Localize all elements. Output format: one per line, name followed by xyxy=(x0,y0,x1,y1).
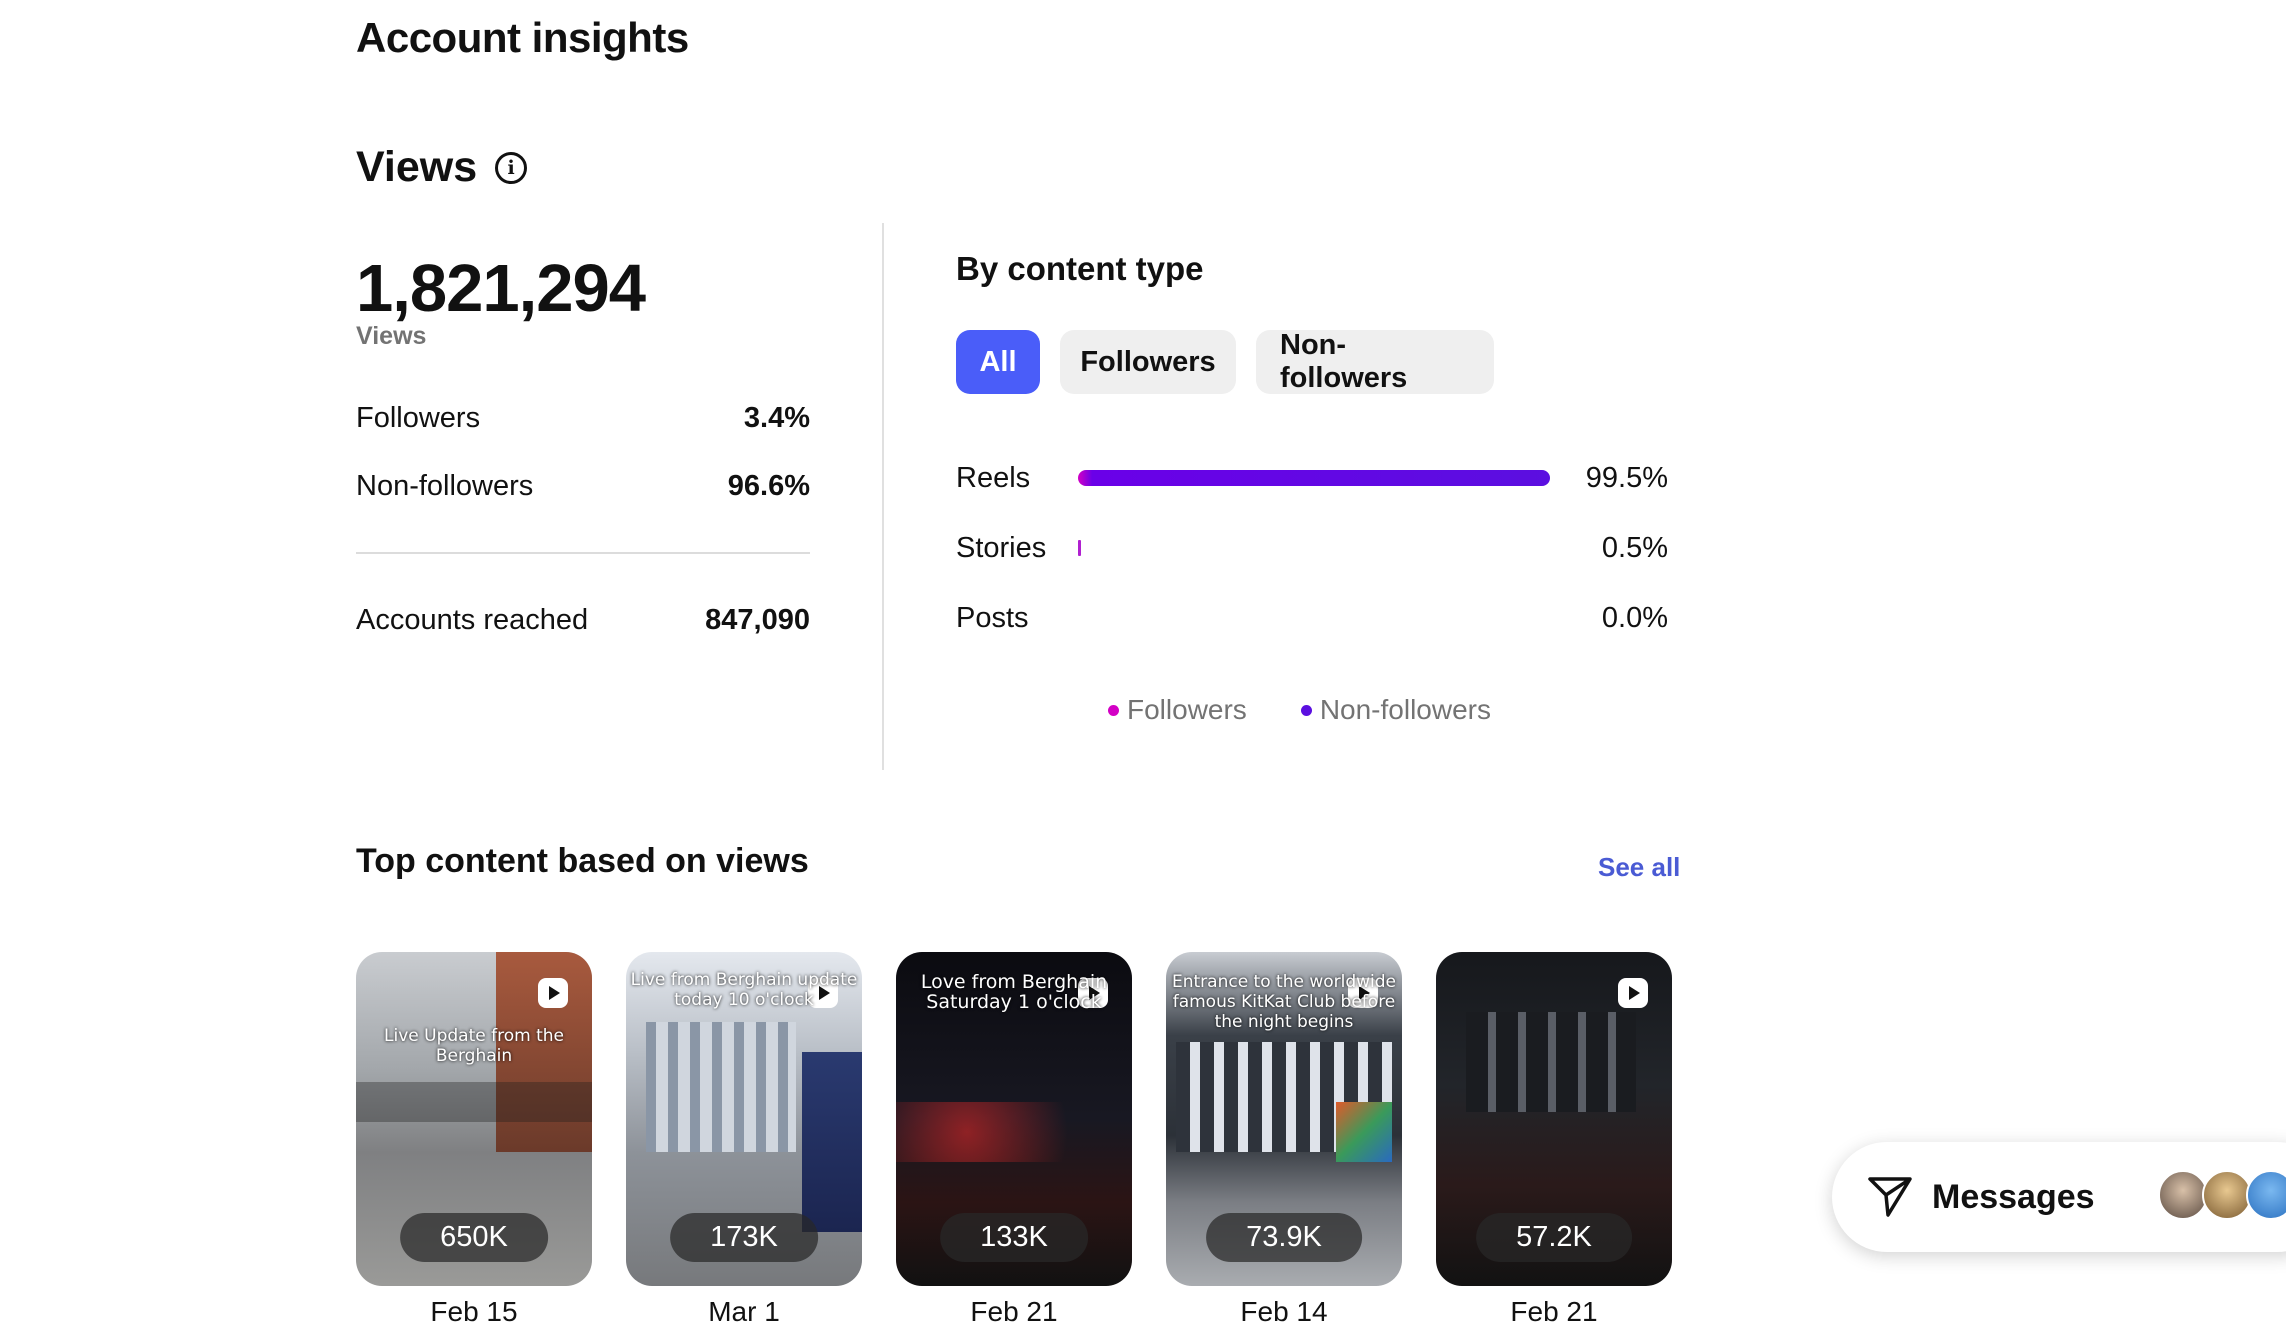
card-date: Mar 1 xyxy=(708,1296,780,1327)
top-content-card[interactable]: 57.2K xyxy=(1436,952,1672,1286)
views-badge: 133K xyxy=(940,1213,1088,1262)
views-badge: 73.9K xyxy=(1206,1213,1362,1262)
accounts-reached-label: Accounts reached xyxy=(356,604,589,636)
content-type-bar-track xyxy=(1078,540,1552,556)
column-divider xyxy=(882,223,884,770)
nonfollowers-stat-row: Non-followers 96.6% xyxy=(356,470,810,503)
content-type-row-posts: Posts 0.0% xyxy=(956,598,1668,638)
views-badge: 173K xyxy=(670,1213,818,1262)
content-type-bar-track xyxy=(1078,610,1552,626)
content-type-row-reels: Reels 99.5% xyxy=(956,458,1668,498)
thumbnail-caption: Live from Berghain update today 10 o'clo… xyxy=(630,970,858,1010)
reel-icon xyxy=(1078,978,1108,1008)
content-type-bar-stories xyxy=(1078,540,1081,556)
reel-icon xyxy=(538,978,568,1008)
tab-non-followers[interactable]: Non-followers xyxy=(1256,329,1494,394)
content-type-legend: Followers Non-followers xyxy=(1108,694,1491,726)
content-type-pct: 99.5% xyxy=(1585,461,1668,494)
avatar xyxy=(2202,1170,2252,1220)
top-content-card[interactable]: Love from Berghain Saturday 1 o'clock 13… xyxy=(896,952,1132,1286)
views-title-text: Views xyxy=(356,143,478,191)
legend-dot-icon xyxy=(1108,704,1119,716)
card-date: Feb 21 xyxy=(1510,1296,1598,1327)
thumbnail-caption: Live Update from the Berghain xyxy=(384,1026,564,1066)
card-date: Feb 21 xyxy=(970,1296,1058,1327)
content-type-bar-track xyxy=(1078,470,1552,486)
thumbnail-caption: Love from Berghain Saturday 1 o'clock xyxy=(920,971,1108,1013)
content-type-bar-reels xyxy=(1078,470,1550,486)
total-views-label: Views xyxy=(356,322,427,350)
views-section-title: Views i xyxy=(356,143,528,192)
content-type-label: Posts xyxy=(956,601,1029,634)
content-type-label: Reels xyxy=(956,461,1031,494)
card-date: Feb 15 xyxy=(430,1296,518,1327)
views-badge: 57.2K xyxy=(1476,1213,1632,1262)
reel-icon xyxy=(808,978,838,1008)
thumbnail-fence xyxy=(802,1052,862,1232)
content-type-pct: 0.5% xyxy=(1601,531,1668,564)
stats-divider xyxy=(356,552,810,554)
thumbnail-caption: Entrance to the worldwide famous KitKat … xyxy=(1171,972,1397,1032)
accounts-reached-value: 847,090 xyxy=(705,604,810,636)
card-date: Feb 14 xyxy=(1240,1296,1328,1327)
total-views-value: 1,821,294 xyxy=(356,251,646,326)
messages-label: Messages xyxy=(1932,1177,2095,1216)
legend-followers: Followers xyxy=(1108,694,1247,726)
top-content-title: Top content based on views xyxy=(356,842,809,880)
nonfollowers-stat-value: 96.6% xyxy=(727,470,810,502)
legend-dot-icon xyxy=(1300,704,1312,716)
avatar xyxy=(2246,1170,2286,1220)
top-content-card[interactable]: Live Update from the Berghain 650K xyxy=(356,952,592,1286)
info-icon[interactable]: i xyxy=(495,151,528,184)
legend-non-followers: Non-followers xyxy=(1300,694,1491,726)
reel-icon xyxy=(1348,978,1378,1008)
top-content-card[interactable]: Entrance to the worldwide famous KitKat … xyxy=(1166,952,1402,1286)
content-type-row-stories: Stories 0.5% xyxy=(956,528,1668,568)
views-badge: 650K xyxy=(400,1213,548,1262)
send-icon xyxy=(1866,1171,1914,1224)
content-type-pct: 0.0% xyxy=(1601,601,1668,634)
legend-label: Followers xyxy=(1127,694,1247,725)
tab-followers[interactable]: Followers xyxy=(1060,330,1236,394)
thumbnail-building xyxy=(1466,1012,1636,1112)
thumbnail-lights xyxy=(896,1102,1132,1162)
thumbnail-mural xyxy=(1336,1102,1392,1162)
tab-all[interactable]: All xyxy=(956,330,1040,394)
messages-bar[interactable]: Messages xyxy=(1832,1142,2286,1252)
followers-stat-value: 3.4% xyxy=(743,402,810,434)
avatar xyxy=(2158,1170,2208,1220)
reel-icon xyxy=(1618,978,1648,1008)
legend-label: Non-followers xyxy=(1319,694,1491,725)
content-type-label: Stories xyxy=(956,531,1047,564)
nonfollowers-stat-label: Non-followers xyxy=(356,470,534,502)
thumbnail-crowd xyxy=(356,1082,592,1122)
page-title: Account insights xyxy=(356,14,689,61)
accounts-reached-row: Accounts reached 847,090 xyxy=(356,604,810,637)
thumbnail-building xyxy=(646,1022,796,1152)
followers-stat-label: Followers xyxy=(356,402,481,434)
see-all-link[interactable]: See all xyxy=(1598,852,1681,882)
followers-stat-row: Followers 3.4% xyxy=(356,402,810,435)
top-content-card[interactable]: Live from Berghain update today 10 o'clo… xyxy=(626,952,862,1286)
by-content-type-title: By content type xyxy=(956,250,1204,287)
